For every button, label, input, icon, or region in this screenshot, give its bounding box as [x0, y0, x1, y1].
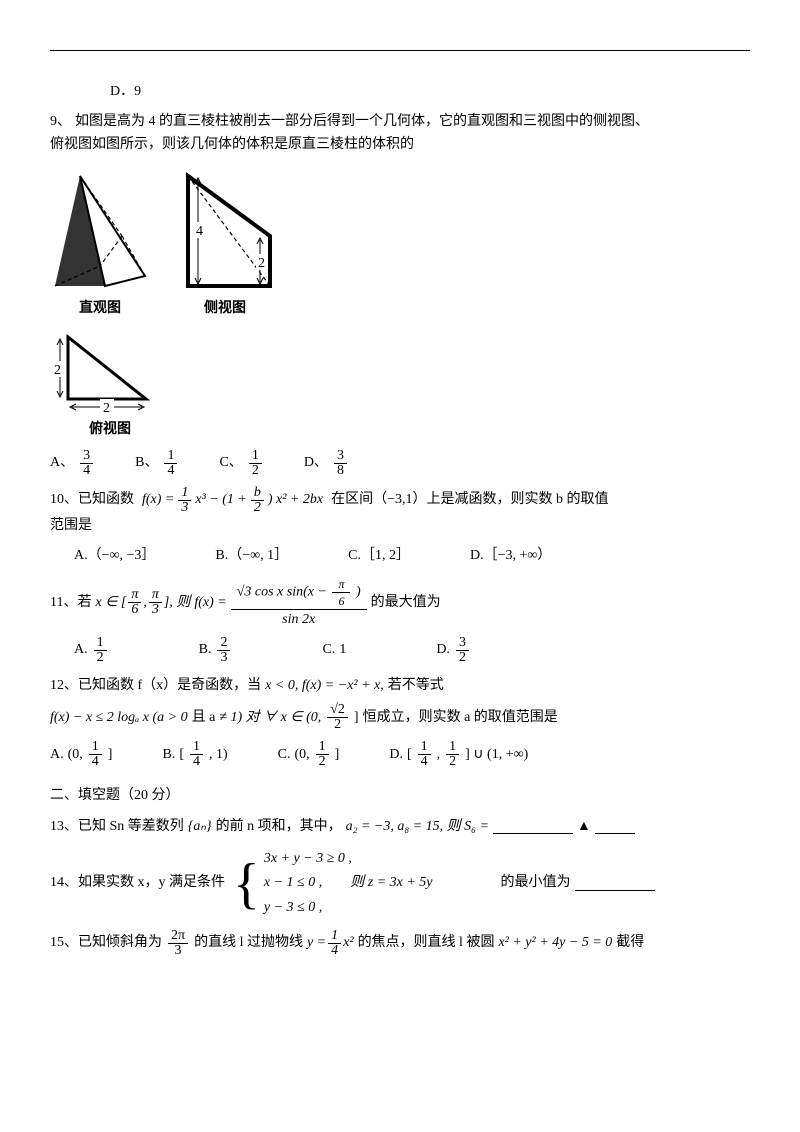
- caption-ceshi: 侧视图: [204, 298, 246, 320]
- question-15: 15、已知倾斜角为 2π3 的直线 l 过抛物线 y = 14 x² 的焦点，则…: [50, 929, 750, 958]
- question-10: 10、已知函数 f(x) = 13 x³ − (1 + b2 ) x² + 2b…: [50, 486, 750, 568]
- q12-label: 12、已知函数 f（x）是奇函数，当: [50, 675, 261, 697]
- q12-opt-d: D. [ 14 , 12 ] ∪ (1, +∞): [389, 740, 528, 769]
- q15-mid1: 的直线 l 过抛物线: [194, 932, 303, 954]
- caption-fushi: 俯视图: [89, 419, 131, 441]
- diagram-fushi: 2 2 俯视图: [50, 327, 170, 441]
- q10-label: 10、已知函数: [50, 489, 134, 511]
- q9-label: 9、: [50, 111, 71, 133]
- label-h4: 4: [196, 224, 203, 239]
- q12-opt-b: B. [ 14 , 1): [162, 740, 227, 769]
- question-13: 13、已知 Sn 等差数列 {aₙ} 的前 n 项和，其中， a₂ = −3, …: [50, 816, 750, 838]
- q15-circle: x² + y² + 4y − 5 = 0: [498, 932, 612, 954]
- q10-opt-c: C.［1, 2］: [348, 545, 410, 567]
- q11-opt-b: B. 23: [199, 636, 233, 665]
- question-14: 14、如果实数 x，y 满足条件 { 3x + y − 3 ≥ 0 , x − …: [50, 848, 750, 919]
- q10-formula: f(x) = 13 x³ − (1 + b2 ) x² + 2bx: [142, 486, 323, 515]
- q10-after2: 范围是: [50, 515, 750, 537]
- q11-cond: x ∈ [ π6 , π3 ], 则: [95, 588, 190, 617]
- q10-opt-a: A.（−∞, −3］: [74, 545, 155, 567]
- q10-options: A.（−∞, −3］ B.（−∞, 1］ C.［1, 2］ D.［−3, +∞）: [50, 545, 750, 567]
- section-2-title: 二、填空题（20 分）: [50, 785, 750, 807]
- q11-opt-a: A. 12: [74, 636, 109, 665]
- question-9: 9、 如图是高为 4 的直三棱柱被削去一部分后得到一个几何体，它的直观图和三视图…: [50, 111, 750, 478]
- q13-blank: [493, 819, 573, 834]
- caption-zhiguan: 直观图: [79, 298, 121, 320]
- q9-text-line2: 俯视图如图所示，则该几何体的体积是原直三棱柱的体积的: [50, 134, 750, 156]
- q9-opt-b: B、 14: [135, 449, 179, 478]
- q13-label: 13、已知 Sn 等差数列: [50, 816, 184, 838]
- q9-diagrams: 直观图 4: [50, 166, 750, 441]
- question-11: 11、若 x ∈ [ π6 , π3 ], 则 f(x) = √3 cos x …: [50, 578, 750, 665]
- q10-opt-b: B.（−∞, 1］: [215, 545, 288, 567]
- q12-opt-c: C. (0, 12 ]: [278, 740, 340, 769]
- q13-mark: ▲: [577, 816, 591, 838]
- q12-line2a: f(x) − x ≤ 2 logₐ x (a > 0: [50, 707, 188, 729]
- q15-mid2: 的焦点，则直线 l 被圆: [358, 932, 495, 954]
- q13-mid: 的前 n 项和，其中，: [216, 816, 342, 838]
- q15-label: 15、已知倾斜角为: [50, 932, 162, 954]
- diagram-ceshi: 4 2 侧视图: [170, 166, 280, 320]
- q12-line2d: ]: [354, 707, 359, 729]
- q9-text-line1: 如图是高为 4 的直三棱柱被削去一部分后得到一个几何体，它的直观图和三视图中的侧…: [75, 111, 649, 133]
- q11-label: 11、若: [50, 592, 91, 614]
- q12-cond1: x < 0, f(x) = −x² + x,: [265, 675, 384, 697]
- q14-blank: [575, 876, 655, 891]
- q12-options: A. (0, 14 ] B. [ 14 , 1) C. (0, 12 ] D. …: [50, 740, 750, 769]
- q10-after: 在区间（−3,1）上是减函数，则实数 b 的取值: [331, 489, 608, 511]
- q12-opt-a: A. (0, 14 ]: [50, 740, 112, 769]
- label-w2: 2: [103, 401, 110, 416]
- label-h2: 2: [258, 256, 265, 271]
- q13-set: {aₙ}: [188, 816, 212, 838]
- q12-line2b: 且 a: [192, 707, 216, 729]
- label-side2: 2: [54, 363, 61, 378]
- top-rule: [50, 50, 750, 51]
- q12-after-cond1: 若不等式: [388, 675, 444, 697]
- q13-vals: a₂ = −3, a₈ = 15, 则 S₆ =: [346, 816, 489, 838]
- q9-options: A、 34 B、 14 C、 12 D、 38: [50, 449, 750, 478]
- q9-opt-a: A、 34: [50, 449, 95, 478]
- q11-fx: f(x) =: [194, 592, 226, 614]
- q11-main-frac: √3 cos x sin(x − π6 ) sin 2x: [231, 578, 367, 628]
- q14-system: { 3x + y − 3 ≥ 0 , x − 1 ≤ 0 , 则 z = 3x …: [233, 848, 433, 919]
- q14-label: 14、如果实数 x，y 满足条件: [50, 872, 225, 894]
- q11-opt-c: C. 1: [322, 636, 346, 665]
- q10-opt-d: D.［−3, +∞）: [470, 545, 551, 567]
- q13-blank2: [595, 819, 635, 834]
- q12-after2: 恒成立，则实数 a 的取值范围是: [363, 707, 558, 729]
- q11-opt-d: D. 32: [436, 636, 471, 665]
- question-12: 12、已知函数 f（x）是奇函数，当 x < 0, f(x) = −x² + x…: [50, 675, 750, 769]
- q11-after: 的最大值为: [371, 592, 441, 614]
- diagram-zhiguan: 直观图: [50, 166, 150, 320]
- q14-after: 的最小值为: [501, 872, 571, 894]
- q15-after: 截得: [616, 932, 644, 954]
- brace-icon: {: [233, 856, 260, 912]
- q12-line2c: ≠ 1) 对 ∀ x ∈ (0,: [219, 707, 321, 729]
- q9-opt-d: D、 38: [304, 449, 349, 478]
- q11-options: A. 12 B. 23 C. 1 D. 32: [50, 636, 750, 665]
- q8-option-d: D．9: [50, 81, 750, 103]
- q9-opt-c: C、 12: [219, 449, 263, 478]
- q15-parabola: y = 14 x²: [307, 929, 354, 958]
